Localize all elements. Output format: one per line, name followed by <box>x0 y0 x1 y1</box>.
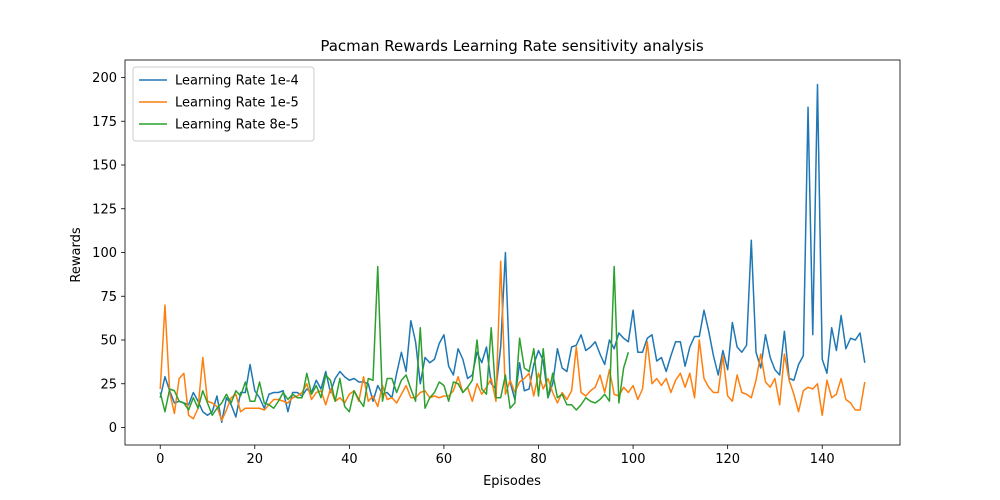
legend: Learning Rate 1e-4 Learning Rate 1e-5 Lear… <box>132 66 315 142</box>
y-tick-label-4: 100 <box>92 246 117 261</box>
legend-label-0: Learning Rate 1e-4 <box>175 74 299 89</box>
series-line-2 <box>159 265 630 416</box>
y-tick-label-8: 200 <box>92 71 117 86</box>
y-axis-label: Rewards <box>69 227 84 282</box>
legend-label-1: Learning Rate 1e-5 <box>175 96 299 111</box>
legend-box <box>132 66 315 142</box>
legend-label-2: Learning Rate 8e-5 <box>175 118 299 133</box>
y-tick-label-3: 75 <box>100 290 117 305</box>
x-tick-label-7: 140 <box>810 452 835 467</box>
x-axis-label: Episodes <box>483 474 541 489</box>
x-axis: 0 20 40 60 80 100 120 140 <box>156 445 835 467</box>
x-tick-label-0: 0 <box>156 452 164 467</box>
y-tick-label-5: 125 <box>92 202 117 217</box>
chart-title: Pacman Rewards Learning Rate sensitivity… <box>320 37 703 55</box>
y-tick-label-0: 0 <box>109 421 117 436</box>
x-tick-label-5: 100 <box>621 452 646 467</box>
x-tick-label-1: 20 <box>247 452 264 467</box>
y-tick-label-6: 150 <box>92 159 117 174</box>
x-tick-label-2: 40 <box>341 452 358 467</box>
y-tick-label-1: 25 <box>100 377 117 392</box>
y-axis: 0 25 50 75 100 125 150 175 200 <box>92 71 125 436</box>
x-tick-label-6: 120 <box>715 452 740 467</box>
series-line-1 <box>159 260 866 422</box>
series-line-0 <box>159 83 866 423</box>
y-tick-label-2: 50 <box>100 334 117 349</box>
y-tick-label-7: 175 <box>92 115 117 130</box>
x-tick-label-3: 60 <box>436 452 453 467</box>
x-tick-label-4: 80 <box>530 452 547 467</box>
